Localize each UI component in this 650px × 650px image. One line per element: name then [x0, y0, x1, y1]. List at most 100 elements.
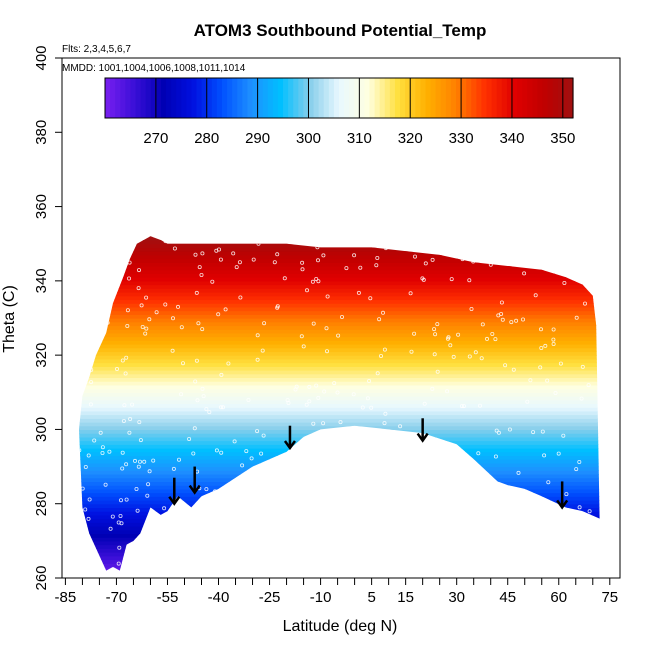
sample-point — [124, 355, 129, 360]
sample-point — [374, 263, 379, 268]
sample-point — [543, 343, 548, 348]
sample-point — [401, 485, 406, 490]
sample-point — [324, 326, 329, 331]
heatmap-band — [79, 277, 600, 282]
sample-point — [583, 301, 588, 306]
colorbar-cell — [216, 78, 223, 118]
sample-point — [584, 269, 589, 274]
sample-point — [467, 354, 472, 359]
sample-point — [321, 489, 326, 494]
colorbar-cell — [506, 78, 513, 118]
x-tick-label: -25 — [259, 589, 281, 606]
sample-point — [314, 383, 319, 388]
sample-point — [382, 421, 387, 426]
sample-point — [368, 296, 373, 301]
sample-point — [244, 449, 249, 454]
heatmap-band — [79, 444, 600, 449]
sample-point — [300, 267, 305, 272]
sample-point — [430, 386, 435, 391]
x-axis-label: Latitude (deg N) — [283, 618, 398, 635]
sample-point — [459, 404, 464, 409]
sample-point — [218, 405, 223, 410]
sample-point — [316, 395, 321, 400]
sample-point — [420, 276, 425, 281]
sample-point — [500, 317, 505, 322]
sample-point — [351, 392, 356, 397]
colorbar-cell — [232, 78, 238, 118]
heatmap-band — [79, 448, 600, 453]
chart-title: ATOM3 Southbound Potential_Temp — [194, 21, 487, 40]
heatmap-band — [79, 284, 600, 289]
sample-point — [314, 276, 319, 281]
sample-point — [579, 396, 584, 401]
sample-point — [533, 293, 538, 298]
colorbar-cell — [562, 78, 569, 118]
sample-point — [216, 312, 221, 317]
sample-point — [301, 344, 306, 349]
heatmap-band — [79, 503, 600, 509]
sample-point — [586, 540, 591, 545]
sample-point — [474, 498, 479, 503]
sample-point — [365, 396, 370, 401]
colorbar-tick-label: 290 — [245, 130, 270, 147]
colorbar-cell — [283, 78, 289, 118]
sample-point — [372, 507, 377, 512]
sample-point — [325, 241, 330, 246]
sample-point — [346, 506, 351, 511]
colorbar-cell — [333, 78, 340, 118]
sample-point — [561, 433, 566, 438]
sample-point — [412, 331, 417, 336]
heatmap-band — [79, 384, 600, 390]
colorbar-ticks: 270 280 290 300 310 320 330 340 350 — [143, 78, 575, 147]
heatmap-band — [79, 555, 600, 561]
sample-point — [539, 327, 544, 332]
sample-point — [383, 411, 388, 416]
sample-point — [328, 465, 333, 470]
sample-point — [147, 469, 152, 474]
sample-point — [514, 318, 519, 323]
sample-point — [490, 331, 495, 336]
sample-point — [476, 451, 481, 456]
sample-point — [163, 302, 168, 307]
heatmap-band — [79, 347, 600, 353]
sample-point — [358, 265, 363, 270]
heatmap-band — [79, 370, 600, 375]
x-tick-label: 75 — [601, 589, 618, 606]
sample-point — [551, 337, 556, 342]
sample-point — [162, 506, 167, 511]
colorbar-tick-label: 270 — [143, 130, 168, 147]
sample-point — [465, 524, 470, 529]
sample-point — [406, 444, 411, 449]
sample-point — [384, 431, 389, 436]
colorbar-cell — [517, 78, 523, 118]
sample-point — [275, 305, 280, 310]
sample-point — [438, 523, 443, 528]
sample-point — [336, 333, 341, 338]
sample-point — [564, 492, 569, 497]
sample-point — [192, 426, 197, 431]
sample-point — [400, 520, 405, 525]
heatmap-band — [79, 247, 600, 252]
sample-point — [207, 410, 212, 415]
sample-point — [179, 325, 184, 330]
sample-point — [347, 488, 352, 493]
colorbar — [104, 77, 574, 119]
sample-point — [387, 520, 392, 525]
sample-point — [193, 379, 198, 384]
sample-point — [455, 461, 460, 466]
sample-point — [154, 310, 159, 315]
sample-point — [548, 533, 553, 538]
sample-point — [325, 294, 330, 299]
sample-point — [432, 352, 437, 357]
colorbar-cell — [491, 78, 498, 118]
sample-point — [495, 523, 500, 528]
sample-point — [103, 482, 108, 487]
sample-point — [521, 317, 526, 322]
dates-label: MMDD: 1001,1004,1006,1008,1011,1014 — [62, 63, 246, 74]
heatmap-band — [79, 388, 600, 393]
heatmap-band — [79, 462, 600, 468]
sample-point — [315, 258, 320, 263]
x-tick-label: -70 — [106, 589, 128, 606]
sample-point — [255, 491, 260, 496]
profile-arrow-head — [283, 440, 296, 451]
